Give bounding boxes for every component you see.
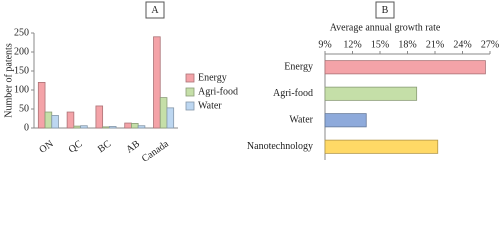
panel-label: B [382,5,389,16]
bar [102,126,110,129]
y-tick-label: 0 [24,122,29,133]
x-tick-label: AB [124,138,142,155]
legend-swatch [185,87,195,97]
bar [37,82,46,129]
x-tick-label: 18% [398,39,416,50]
y-tick-label: Water [289,115,313,126]
legend-label: Water [198,100,222,111]
x-tick-label: 27% [481,39,499,50]
y-tick-label: Agri-food [273,88,313,99]
x-tick-label: 21% [426,39,444,50]
bar [73,125,81,129]
bar [137,125,146,129]
figure: A Number of patents 0 50 100 150 200 250 ON QC BC A… [3,1,499,162]
y-tick-label: 100 [14,84,29,95]
x-tick-label: 12% [343,39,361,50]
y-tick-label: 200 [14,46,29,57]
bar [131,123,139,129]
y-tick-label: Energy [284,62,313,73]
x-tick-label: QC [67,138,85,155]
legend-swatch [185,101,195,111]
x-tick-label: 24% [453,39,471,50]
panel-label-box [375,1,395,19]
bar [166,107,175,129]
x-tick-label: Canada [140,138,171,162]
bar [124,122,132,129]
bar [324,60,486,75]
y-tick-label: 150 [14,65,29,76]
x-tick-label: 15% [371,39,389,50]
x-tick-label: BC [96,138,114,155]
x-tick-label: 9% [318,39,331,50]
bar [153,36,161,129]
bar [159,97,168,129]
bar [51,115,59,129]
bar [44,111,53,129]
bar [80,125,88,129]
legend-label: Energy [198,72,227,83]
y-tick-label: 250 [14,27,29,38]
legend-swatch [185,73,195,83]
y-tick-label: 50 [19,103,29,114]
bar [324,113,367,128]
x-tick-label: ON [37,139,55,156]
bar [324,139,439,154]
chart-title: Average annual growth rate [330,22,441,33]
y-tick-label: Nanotechnology [247,141,313,152]
panel-label: A [151,5,159,16]
panel-label-box [145,1,165,19]
y-axis-title: Number of patents [3,43,14,118]
bar [95,105,104,129]
bar [66,111,75,129]
bar [108,126,117,129]
legend-label: Agri-food [198,86,238,97]
bar [324,86,418,101]
